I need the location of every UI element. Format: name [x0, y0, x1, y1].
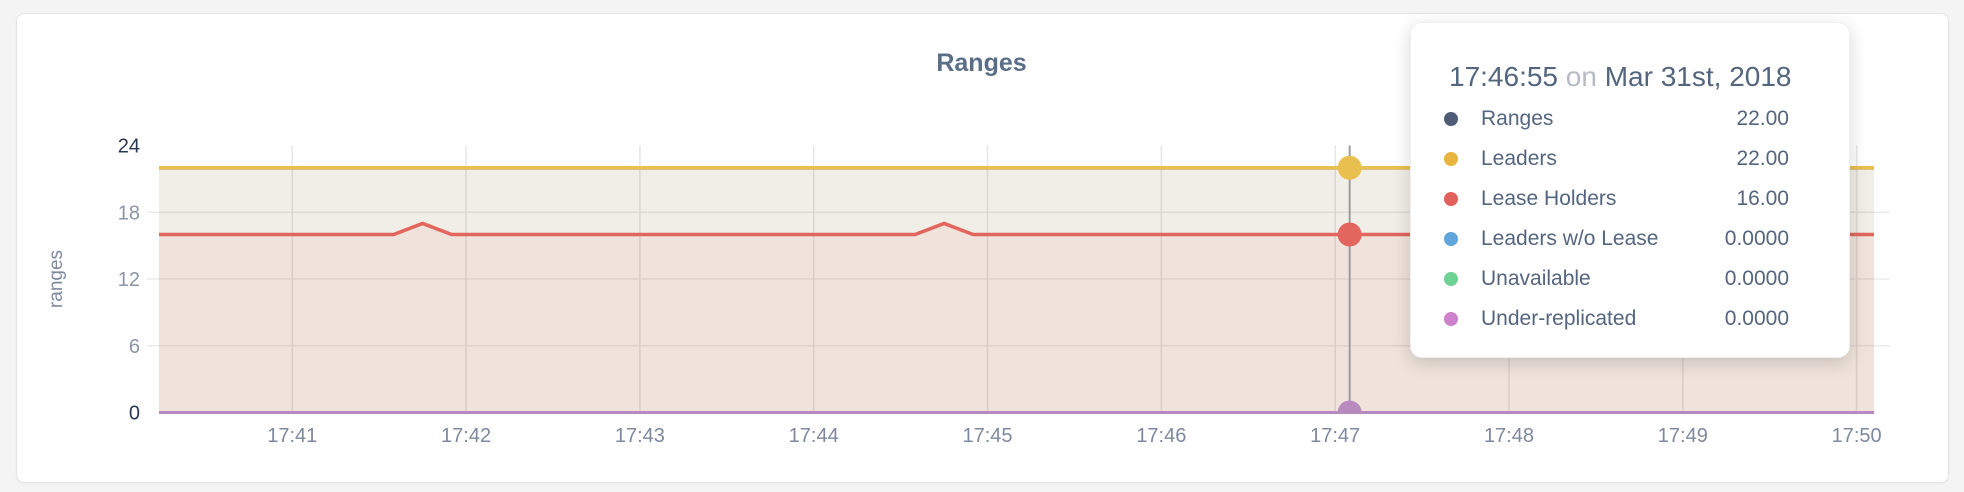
axis-labels: 0 6 12 18 24 17:41 17:42 17:43 17:44 17:45 17:46 17…: [46, 136, 1882, 448]
series-value: 0.0000: [1724, 267, 1789, 290]
leaders-wo-lease-series-dot-icon: [1444, 232, 1458, 246]
leaders-series-dot-icon: [1444, 152, 1458, 166]
hover-markers: [1337, 155, 1362, 414]
tooltip-row-lease-holders: Lease Holders 16.00: [1444, 179, 1789, 219]
y-tick-label: 12: [118, 269, 140, 291]
chart-title: Ranges: [936, 49, 1027, 77]
series-value: 0.0000: [1724, 227, 1789, 250]
x-tick-label: 17:46: [1136, 425, 1186, 447]
ranges-series-dot-icon: [1444, 112, 1458, 126]
y-tick-label: 18: [118, 202, 140, 224]
series-label: Unavailable: [1481, 267, 1591, 290]
series-line-lease-holders: [159, 221, 1874, 237]
x-tick-label: 17:43: [615, 425, 665, 447]
tooltip-on-text: on: [1565, 61, 1597, 92]
unavailable-series-dot-icon: [1444, 272, 1458, 286]
x-tick-label: 17:44: [789, 425, 839, 447]
x-tick-label: 17:49: [1658, 425, 1708, 447]
y-axis-title: ranges: [46, 250, 67, 308]
tooltip-row-ranges: Ranges 22.00: [1444, 99, 1789, 139]
series-value: 22.00: [1736, 107, 1789, 130]
series-value: 22.00: [1736, 147, 1789, 170]
x-tick-label: 17:50: [1832, 425, 1882, 447]
chart-tooltip: 17:46:55 on Mar 31st, 2018 Ranges 22.00 …: [1410, 22, 1850, 358]
series-label: Under-replicated: [1481, 307, 1637, 330]
tooltip-time: 17:46:55: [1449, 61, 1558, 92]
series-value: 16.00: [1736, 187, 1789, 210]
tooltip-row-leaders-wo-lease: Leaders w/o Lease 0.0000: [1444, 219, 1789, 259]
hover-marker-leaders: [1337, 155, 1362, 180]
x-tick-label: 17:47: [1310, 425, 1360, 447]
hover-marker-under-replicated: [1337, 400, 1362, 414]
series-label: Leaders w/o Lease: [1481, 227, 1659, 250]
y-tick-label: 6: [129, 336, 140, 358]
tooltip-row-leaders: Leaders 22.00: [1444, 139, 1789, 179]
x-tick-label: 17:42: [441, 425, 491, 447]
series-label: Lease Holders: [1481, 187, 1617, 210]
tooltip-date: Mar 31st, 2018: [1604, 61, 1792, 92]
lease-holders-series-dot-icon: [1444, 192, 1458, 206]
tooltip-row-unavailable: Unavailable 0.0000: [1444, 259, 1789, 299]
x-tick-label: 17:45: [962, 425, 1012, 447]
hover-marker-lease-holders: [1337, 222, 1362, 247]
y-tick-label: 0: [129, 403, 140, 425]
series-value: 0.0000: [1724, 307, 1789, 330]
series-label: Ranges: [1481, 107, 1554, 130]
tooltip-header: 17:46:55 on Mar 31st, 2018: [1449, 60, 1792, 94]
under-replicated-series-dot-icon: [1444, 312, 1458, 326]
y-tick-label: 24: [118, 136, 140, 158]
x-tick-label: 17:41: [267, 425, 317, 447]
series-label: Leaders: [1481, 147, 1557, 170]
tooltip-row-under-replicated: Under-replicated 0.0000: [1444, 299, 1789, 339]
x-tick-label: 17:48: [1484, 425, 1534, 447]
tooltip-series-list: Ranges 22.00 Leaders 22.00 Lease Holders…: [1444, 99, 1789, 339]
